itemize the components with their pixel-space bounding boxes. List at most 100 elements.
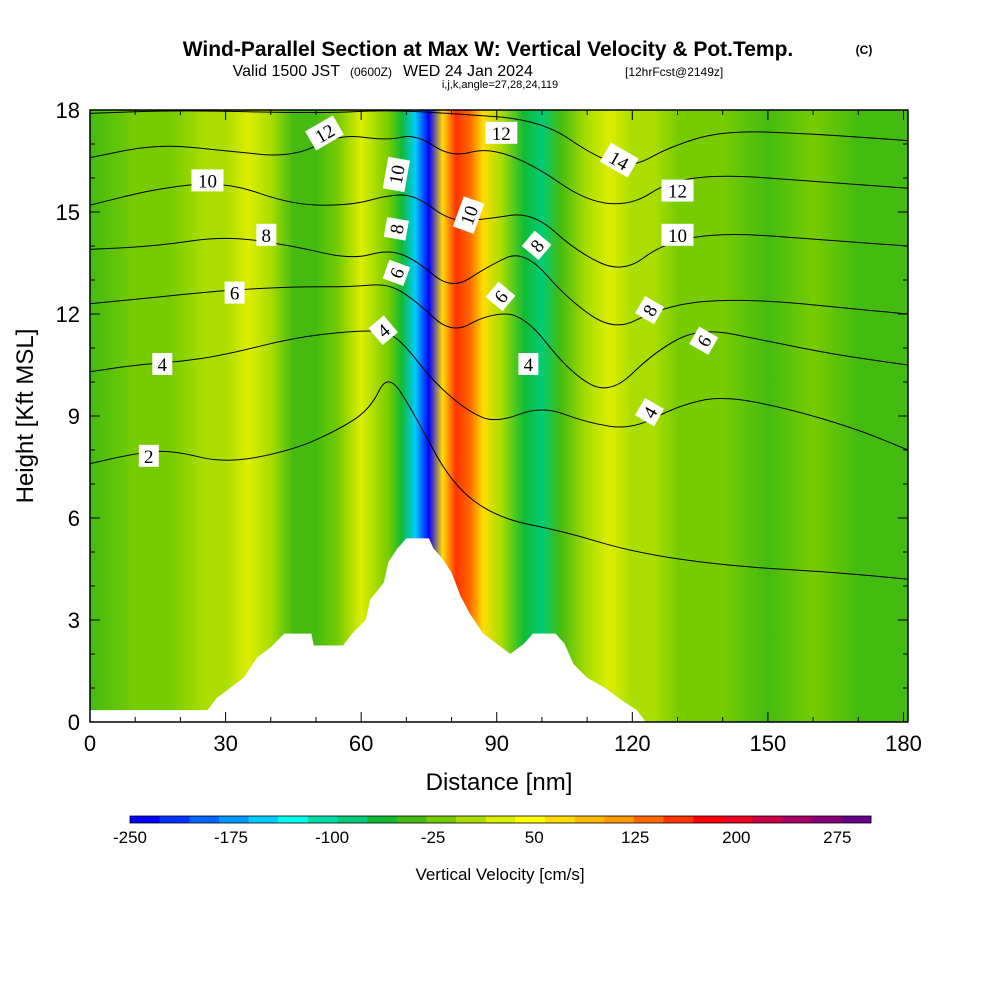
contour-label-1: 4 bbox=[152, 353, 173, 376]
contour-label-text: 10 bbox=[198, 171, 217, 192]
contour-label-19: 6 bbox=[689, 326, 719, 355]
contour-label-box bbox=[383, 217, 409, 241]
utc-time: (0600Z) bbox=[350, 65, 392, 79]
contour-label-box bbox=[452, 196, 485, 234]
colorbar-swatch-11 bbox=[456, 816, 487, 823]
theta-contour-8 bbox=[90, 237, 908, 326]
contour-label-text: 4 bbox=[524, 355, 534, 376]
contour-label-text: 2 bbox=[144, 447, 154, 468]
colorbar-swatch-20 bbox=[722, 816, 753, 823]
x-tick-label-150: 150 bbox=[750, 731, 787, 756]
y-tick-label-3: 3 bbox=[68, 608, 80, 633]
contour-label-14: 4 bbox=[518, 353, 539, 376]
grid-indices: i,j,k,angle=27,28,24,119 bbox=[442, 79, 558, 91]
contour-label-0: 2 bbox=[138, 444, 159, 468]
y-axis-label: Height [Kft MSL] bbox=[12, 329, 39, 504]
contour-label-box bbox=[382, 259, 411, 287]
colorbar-swatch-1 bbox=[159, 816, 190, 823]
y-tick-label-18: 18 bbox=[56, 98, 80, 123]
contour-label-box bbox=[138, 444, 159, 467]
y-axis-ticks: 0 3 6 9 12 15 18 bbox=[56, 98, 908, 735]
colorbar-swatch-24 bbox=[841, 816, 872, 823]
colorbar-swatch-3 bbox=[218, 816, 249, 823]
contour-label-text: 8 bbox=[387, 223, 409, 236]
contour-label-box bbox=[661, 223, 694, 246]
contour-label-box bbox=[368, 315, 398, 346]
contour-label-16: 12 bbox=[661, 179, 694, 203]
colorbar-tick-label-275: 275 bbox=[823, 828, 851, 847]
contour-label-10: 10 bbox=[452, 196, 485, 234]
colorbar-ticks: -250 -175 -100 -25 50 125 200 275 bbox=[113, 828, 852, 847]
contour-label-3: 8 bbox=[256, 223, 277, 247]
colorbar-swatch-23 bbox=[811, 816, 842, 823]
contour-label-13: 8 bbox=[521, 230, 552, 261]
contour-label-box bbox=[635, 397, 665, 427]
contour-label-text: 4 bbox=[158, 355, 168, 376]
contour-label-2: 6 bbox=[224, 281, 245, 305]
x-tick-label-180: 180 bbox=[885, 731, 922, 756]
contour-label-box bbox=[599, 142, 639, 178]
contour-label-text: 12 bbox=[492, 124, 511, 145]
colorbar-swatch-13 bbox=[515, 816, 546, 823]
contour-label-6: 4 bbox=[368, 315, 398, 346]
colorbar-swatch-19 bbox=[693, 816, 724, 823]
y-tick-label-6: 6 bbox=[68, 506, 80, 531]
x-tick-label-120: 120 bbox=[614, 731, 651, 756]
contour-label-box bbox=[485, 281, 516, 312]
contour-label-7: 6 bbox=[382, 259, 411, 287]
forecast-info: [12hrFcst@2149z] bbox=[625, 65, 723, 79]
theta-contour-4 bbox=[90, 330, 908, 451]
y-tick-label-9: 9 bbox=[68, 404, 80, 429]
chart-title: Wind-Parallel Section at Max W: Vertical… bbox=[183, 38, 794, 61]
contour-label-text: 10 bbox=[386, 164, 410, 186]
theta-contour-2 bbox=[90, 381, 908, 580]
colorbar-swatch-22 bbox=[782, 816, 813, 823]
colorbar-label: Vertical Velocity [cm/s] bbox=[415, 865, 584, 884]
contour-label-box bbox=[518, 353, 539, 375]
colorbar-swatch-21 bbox=[752, 816, 783, 823]
colorbar-swatch-17 bbox=[633, 816, 664, 823]
colorbar-tick-label--175: -175 bbox=[214, 828, 248, 847]
colorbar-tick-label--100: -100 bbox=[315, 828, 349, 847]
x-tick-label-90: 90 bbox=[484, 731, 508, 756]
contour-label-box bbox=[521, 230, 552, 261]
contour-label-text: 8 bbox=[262, 226, 272, 247]
contour-label-box bbox=[635, 295, 665, 325]
y-tick-label-12: 12 bbox=[56, 302, 80, 327]
copyright-mark: (C) bbox=[856, 43, 873, 57]
contour-label-box bbox=[661, 179, 694, 202]
colorbar-swatch-15 bbox=[574, 816, 605, 823]
contour-label-17: 10 bbox=[661, 223, 694, 247]
contour-label-text: 12 bbox=[668, 182, 687, 203]
contour-label-11: 12 bbox=[485, 121, 518, 145]
colorbar bbox=[129, 815, 872, 824]
colorbar-frame bbox=[129, 815, 872, 824]
contour-label-box bbox=[382, 156, 410, 193]
x-axis-label: Distance [nm] bbox=[426, 769, 573, 796]
colorbar-tick-label-125: 125 bbox=[621, 828, 649, 847]
colorbar-swatch-16 bbox=[604, 816, 635, 823]
valid-time: Valid 1500 JST bbox=[233, 63, 341, 80]
colorbar-swatch-18 bbox=[663, 816, 694, 823]
valid-date: WED 24 Jan 2024 bbox=[403, 63, 533, 80]
colorbar-swatch-4 bbox=[248, 816, 279, 823]
colorbar-tick-label--25: -25 bbox=[421, 828, 446, 847]
colorbar-tick-label--250: -250 bbox=[113, 828, 147, 847]
colorbar-swatch-9 bbox=[396, 816, 427, 823]
contour-label-20: 4 bbox=[635, 397, 665, 427]
y-tick-label-0: 0 bbox=[68, 710, 80, 735]
y-tick-label-15: 15 bbox=[56, 200, 80, 225]
colorbar-swatch-7 bbox=[337, 816, 368, 823]
theta-contour-12 bbox=[90, 135, 908, 205]
contour-label-box bbox=[152, 353, 173, 375]
x-tick-label-30: 30 bbox=[213, 731, 237, 756]
contour-label-12: 6 bbox=[485, 281, 516, 312]
contour-label-18: 8 bbox=[635, 295, 665, 325]
x-tick-label-0: 0 bbox=[84, 731, 96, 756]
contour-label-box bbox=[305, 115, 344, 151]
colorbar-swatch-5 bbox=[278, 816, 309, 823]
contour-label-box bbox=[689, 326, 719, 355]
